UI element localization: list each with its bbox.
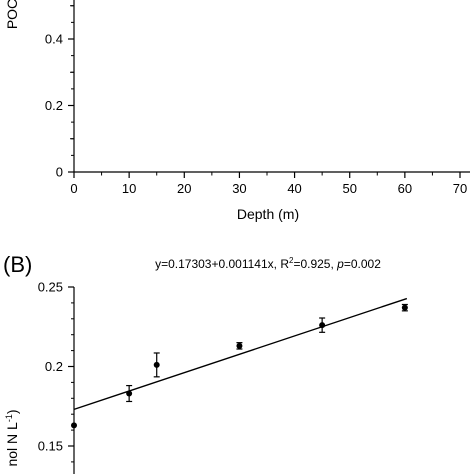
data-point bbox=[153, 361, 160, 368]
panel-b-y-axis-label-text: nol N L bbox=[4, 422, 20, 467]
data-point bbox=[319, 322, 326, 329]
panel-b-label: (B) bbox=[3, 252, 32, 277]
regression-line bbox=[73, 297, 408, 411]
regression-p-value: =0.002 bbox=[344, 257, 381, 271]
panel-a-y-ticks: 0 0.2 0.4 bbox=[45, 5, 74, 180]
panel-a-x-tick-label: 70 bbox=[453, 181, 467, 196]
panel-a-x-tick-label: 0 bbox=[70, 181, 77, 196]
panel-a: 0 0.2 0.4 0 10 20 30 40 50 60 70 Depth (m) POC bbox=[4, 0, 470, 222]
panel-a-y-tick-label: 0.2 bbox=[45, 98, 63, 113]
panel-b-y-axis-label-sup: -1 bbox=[4, 414, 14, 422]
panel-a-y-axis-label: POC bbox=[4, 0, 20, 29]
panel-b: (B) y=0.17303+0.001141x, R2=0.925, p=0.0… bbox=[3, 252, 408, 474]
panel-b-y-axis-label: nol N L-1) bbox=[4, 409, 20, 466]
panel-a-x-tick-label: 50 bbox=[342, 181, 356, 196]
regression-equation-main: y=0.17303+0.001141x, R bbox=[155, 257, 289, 271]
data-point bbox=[126, 390, 133, 397]
panel-a-y-tick-label: 0 bbox=[56, 165, 63, 180]
panel-b-points bbox=[71, 303, 408, 429]
panel-a-x-ticks: 0 10 20 30 40 50 60 70 bbox=[70, 172, 467, 196]
panel-a-x-tick-label: 60 bbox=[398, 181, 412, 196]
panel-b-y-ticks: 0.15 0.2 0.25 bbox=[38, 280, 74, 463]
panel-a-x-tick-label: 40 bbox=[287, 181, 301, 196]
panel-b-y-tick-label: 0.25 bbox=[38, 280, 63, 295]
panel-b-y-axis-label-close: ) bbox=[4, 409, 20, 414]
data-point bbox=[236, 342, 243, 349]
panel-a-x-tick-label: 20 bbox=[177, 181, 191, 196]
panel-a-y-tick-label: 0.4 bbox=[45, 32, 63, 47]
regression-r2-superscript: 2 bbox=[289, 256, 294, 265]
panel-a-x-tick-label: 10 bbox=[122, 181, 136, 196]
panel-b-y-tick-label: 0.2 bbox=[45, 359, 63, 374]
data-point bbox=[71, 422, 77, 429]
panel-a-x-axis-label: Depth (m) bbox=[237, 206, 299, 222]
panel-b-y-tick-label: 0.15 bbox=[38, 439, 63, 454]
regression-stats: =0.925, bbox=[293, 257, 337, 271]
data-point bbox=[401, 304, 408, 311]
regression-equation: y=0.17303+0.001141x, R2=0.925, p=0.002 bbox=[155, 256, 381, 271]
panel-a-x-tick-label: 30 bbox=[232, 181, 246, 196]
regression-p-label: p bbox=[336, 257, 344, 271]
